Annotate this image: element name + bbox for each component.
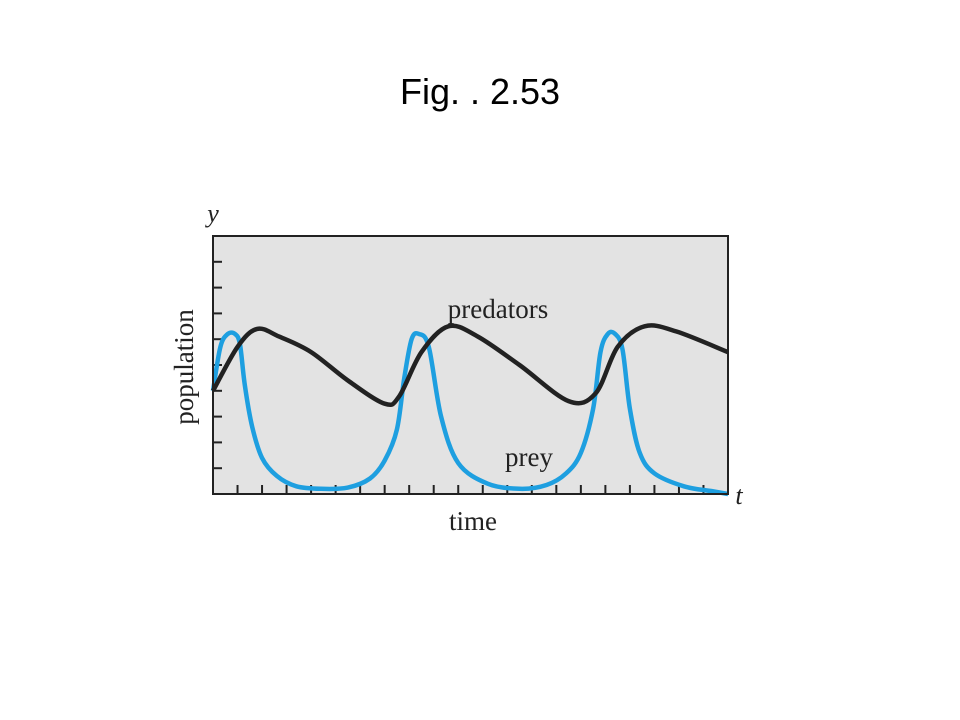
y-axis-letter: y [204,199,219,228]
series-label-prey: prey [505,442,553,472]
y-axis-label: population [169,309,199,425]
axis-frame [212,235,729,495]
series-label-predators: predators [448,294,548,324]
series-line-predators [211,323,729,408]
x-axis-letter: t [735,481,743,510]
plot-background [213,236,728,494]
series-line-prey [210,329,729,497]
slide-title: Fig. . 2.53 [399,71,561,112]
x-axis-label: time [449,506,497,536]
